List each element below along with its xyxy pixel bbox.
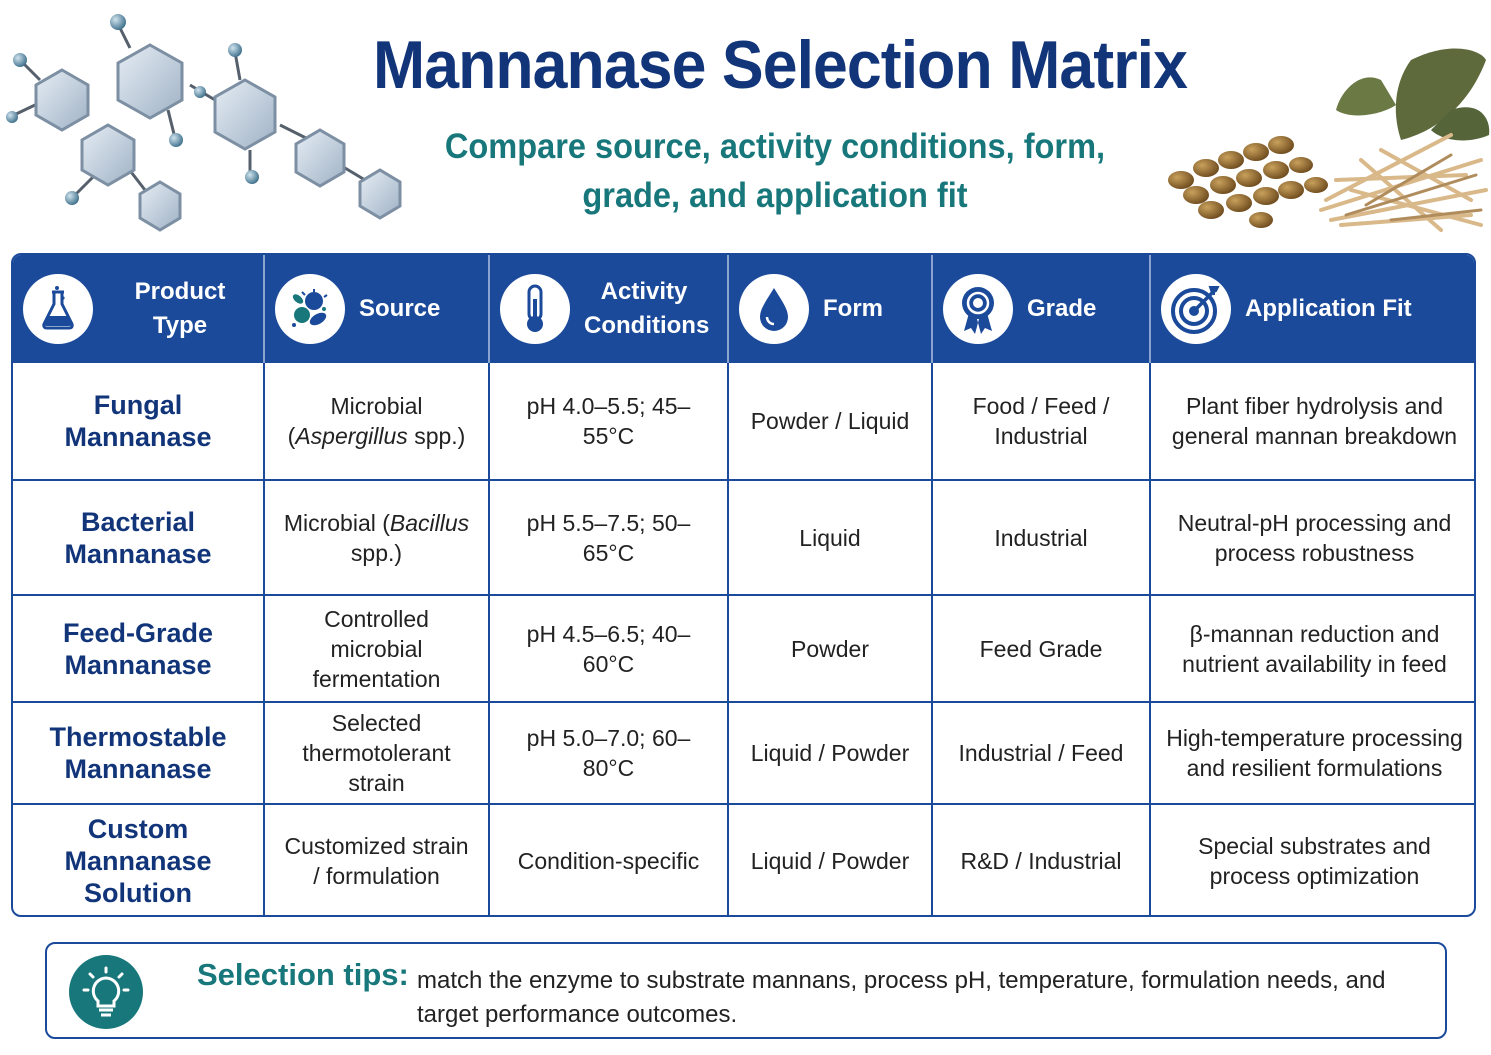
product-type-cell: Thermostable Mannanase	[13, 701, 265, 804]
activity-cell: pH 5.5–7.5; 50–65°C	[489, 479, 729, 595]
microbe-icon	[275, 274, 345, 344]
application-cell: High-temperature processing and resilien…	[1150, 701, 1474, 804]
form-cell: Liquid	[728, 479, 933, 595]
page-title: Mannanase Selection Matrix	[373, 27, 1188, 103]
thermometer-icon	[500, 274, 570, 344]
selection-matrix: Product Type	[11, 253, 1476, 917]
selection-tips-box: Selection tips: match the enzyme to subs…	[45, 942, 1447, 1039]
source-cell: Controlled microbial fermentation	[264, 594, 490, 702]
header-form: Form	[728, 255, 933, 363]
header-label: Source	[359, 295, 441, 322]
application-cell: Plant fiber hydrolysis and general manna…	[1171, 393, 1458, 449]
activity-cell: Condition-specific	[489, 803, 729, 915]
form-cell: Liquid / Powder	[728, 701, 933, 804]
award-ribbon-icon	[943, 274, 1013, 344]
header-grade: Grade	[932, 255, 1151, 363]
matrix-table: Product Type	[13, 255, 1474, 915]
header-source: Source	[264, 255, 490, 363]
tips-heading: Selection tips:	[197, 957, 409, 992]
header-activity-conditions: Activity Conditions	[489, 255, 729, 363]
source-cell: Customized strain / formulation	[264, 803, 490, 915]
activity-cell: pH 5.0–7.0; 60–80°C	[489, 701, 729, 804]
header-row: Product Type	[13, 255, 1474, 363]
table-row: Feed-Grade Mannanase Controlled microbia…	[13, 594, 1474, 702]
application-cell: Neutral-pH processing and process robust…	[1150, 479, 1474, 595]
form-cell: Powder	[728, 594, 933, 702]
table-row: Bacterial Mannanase Microbial (Bacillus …	[13, 479, 1474, 595]
table-row: Thermostable Mannanase Selected thermoto…	[13, 701, 1474, 804]
grade-cell: Industrial / Feed	[932, 701, 1151, 804]
grade-cell: R&D / Industrial	[932, 803, 1151, 915]
form-cell: Liquid / Powder	[728, 803, 933, 915]
tips-body: match the enzyme to substrate mannans, p…	[417, 967, 1386, 1028]
page-subtitle: Compare source, activity conditions, for…	[444, 127, 1106, 215]
grade-cell: Food / Feed / Industrial	[932, 363, 1151, 480]
product-type-cell: Custom Mannanase Solution	[13, 803, 265, 915]
grade-cell: Industrial	[932, 479, 1151, 595]
flask-icon	[23, 274, 93, 344]
activity-cell: pH 4.5–6.5; 40–60°C	[489, 594, 729, 702]
product-type-cell: Fungal Mannanase	[13, 363, 265, 480]
target-icon	[1161, 274, 1231, 344]
beans-and-fiber-illustration	[1168, 48, 1490, 232]
form-cell: Powder / Liquid	[728, 363, 933, 480]
header-application-fit: Application Fit	[1150, 255, 1474, 363]
product-type-cell: Feed-Grade Mannanase	[13, 594, 265, 702]
molecule-illustration	[6, 14, 402, 232]
activity-cell: pH 4.0–5.5; 45–55°C	[489, 363, 729, 480]
source-cell: Selected thermotolerant strain	[264, 701, 490, 804]
droplet-icon	[739, 274, 809, 344]
header-label: Product Type	[134, 278, 226, 339]
source-cell: Microbial (Bacillus spp.)	[264, 479, 490, 595]
header-label: Grade	[1027, 295, 1097, 322]
application-cell: Special substrates and process optimizat…	[1150, 803, 1474, 915]
grade-cell: Feed Grade	[932, 594, 1151, 702]
source-cell: Microbial (Aspergillus spp.)	[264, 363, 490, 480]
header-label: Activity Conditions	[584, 278, 710, 339]
table-row: Custom Mannanase Solution Customized str…	[13, 803, 1474, 915]
product-type-cell: Bacterial Mannanase	[13, 479, 265, 595]
lightbulb-icon	[69, 955, 143, 1029]
header-label: Form	[823, 295, 883, 322]
header-label: Application Fit	[1245, 295, 1412, 322]
application-cell: β-mannan reduction and nutrient availabi…	[1150, 594, 1474, 702]
header-product-type: Product Type	[13, 255, 265, 363]
table-row: Fungal Mannanase Microbial (Aspergillus …	[13, 363, 1474, 480]
